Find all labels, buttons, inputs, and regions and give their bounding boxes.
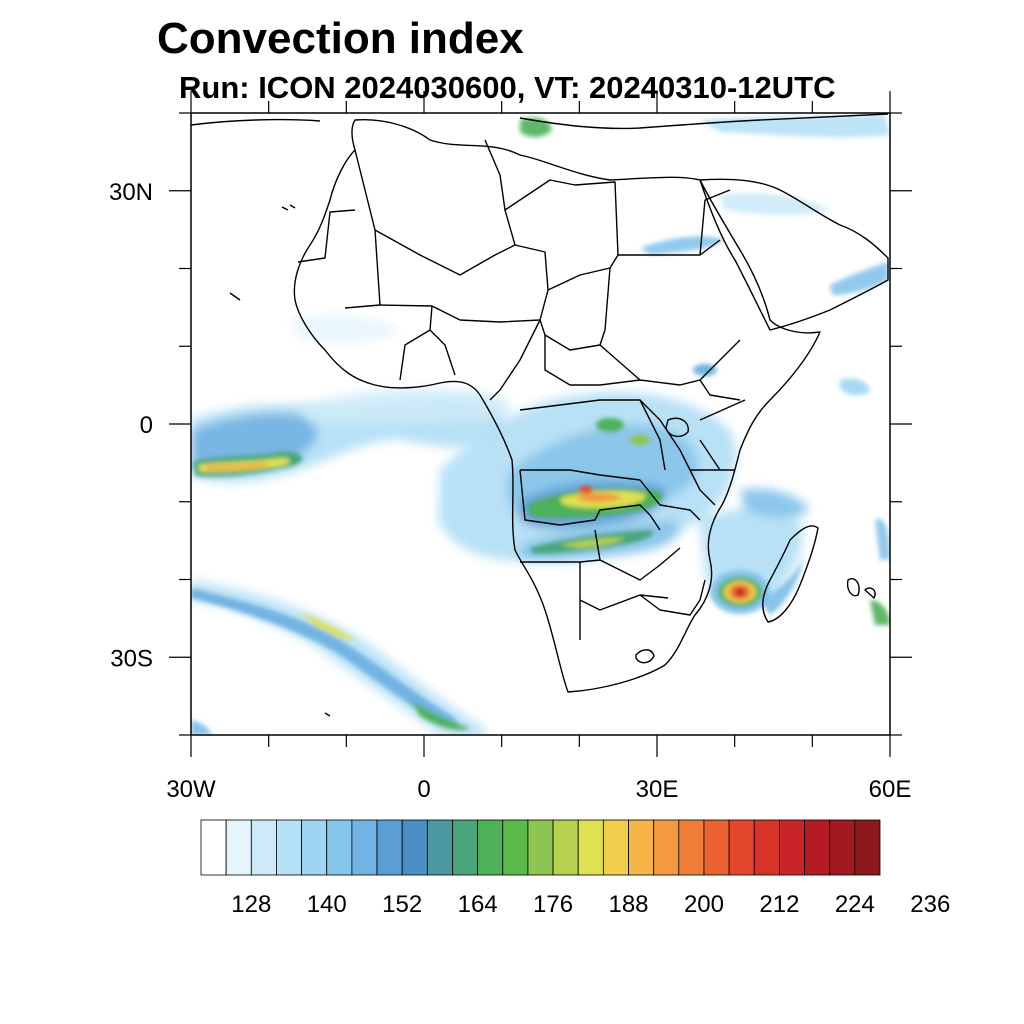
colorbar-swatch	[577, 819, 604, 876]
colorbar-swatch	[250, 819, 277, 876]
coastlines-borders	[191, 113, 889, 717]
colorbar-swatch	[602, 819, 629, 876]
colorbar-label: 200	[684, 891, 724, 918]
colorbar-swatch	[779, 819, 805, 876]
colorbar-swatch	[477, 819, 504, 876]
colorbar-swatch	[653, 819, 680, 876]
colorbar-swatch	[301, 819, 328, 876]
colorbar-swatch	[200, 819, 227, 876]
colorbar-swatch	[452, 819, 479, 876]
colorbar-swatch	[678, 819, 705, 876]
colorbar-label: 188	[608, 891, 648, 918]
map-ticks	[169, 91, 912, 757]
map-area	[191, 113, 890, 735]
colorbar-label: 176	[533, 891, 573, 918]
colorbar-swatch	[276, 819, 302, 876]
colorbar-swatch	[225, 819, 252, 876]
lon-tick-label: 30E	[636, 776, 679, 803]
convection-field	[191, 115, 890, 735]
colorbar-label: 224	[835, 891, 875, 918]
colorbar	[200, 819, 881, 876]
colorbar-swatch	[728, 819, 755, 876]
colorbar-swatch	[401, 819, 428, 876]
colorbar-swatch	[502, 819, 529, 876]
colorbar-labels: 128 140 152 164 176 188 200 212 224 236	[231, 891, 950, 918]
colorbar-swatch	[351, 819, 378, 876]
colorbar-swatch	[628, 819, 655, 876]
colorbar-label: 236	[910, 891, 950, 918]
colorbar-swatch	[527, 819, 554, 876]
colorbar-swatch	[829, 819, 856, 876]
plot-subtitle: Run: ICON 2024030600, VT: 20240310-12UTC	[179, 70, 836, 105]
colorbar-swatch	[703, 819, 730, 876]
lon-tick-label: 60E	[869, 776, 912, 803]
lat-tick-label: 30S	[110, 645, 153, 672]
lon-tick-label: 0	[417, 776, 430, 803]
colorbar-label: 128	[231, 891, 271, 918]
lon-tick-label: 30W	[166, 776, 216, 803]
colorbar-swatch	[426, 819, 453, 876]
colorbar-label: 164	[458, 891, 498, 918]
colorbar-label: 212	[759, 891, 799, 918]
lat-tick-label: 30N	[109, 179, 153, 206]
lat-tick-label: 0	[140, 412, 153, 439]
colorbar-label: 152	[382, 891, 422, 918]
colorbar-swatch	[753, 819, 780, 876]
colorbar-swatch	[854, 819, 881, 876]
colorbar-swatch	[804, 819, 831, 876]
plot-title: Convection index	[157, 14, 524, 63]
colorbar-swatch	[326, 819, 353, 876]
tick-labels: 30W 0 30E 60E 30N 0 30S	[109, 179, 911, 803]
colorbar-swatch	[552, 819, 579, 876]
colorbar-label: 140	[307, 891, 347, 918]
colorbar-swatch	[376, 819, 403, 876]
